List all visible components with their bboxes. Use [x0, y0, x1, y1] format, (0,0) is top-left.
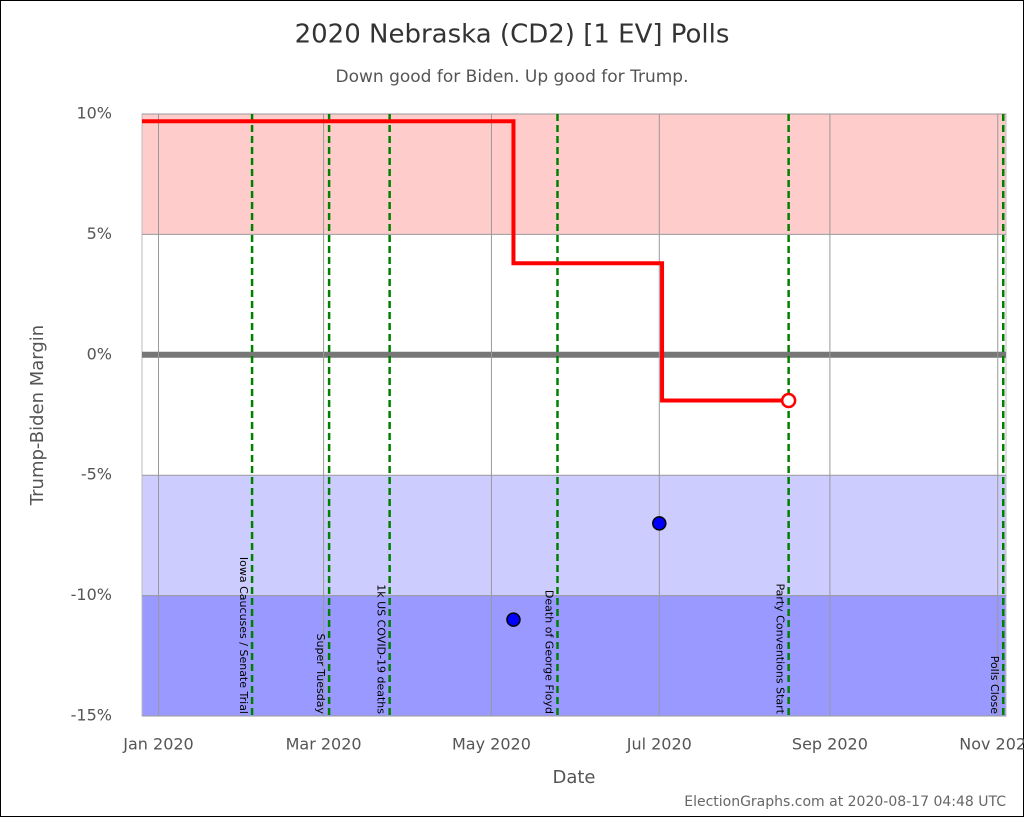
- end-marker: [780, 392, 797, 409]
- y-tick-label: -10%: [71, 585, 112, 604]
- y-tick-label: -5%: [81, 465, 112, 484]
- x-tick-label: Nov 2020: [959, 735, 1024, 754]
- event-label: Iowa Caucuses / Senate Trial: [237, 557, 250, 714]
- y-tick-label: 10%: [76, 104, 112, 123]
- poll-point: [652, 516, 667, 531]
- chart-subtitle: Down good for Biden. Up good for Trump.: [336, 67, 689, 87]
- y-tick-label: 0%: [87, 344, 112, 363]
- footer: ElectionGraphs.com at 2020-08-17 04:48 U…: [684, 794, 1006, 810]
- band: [142, 475, 1006, 596]
- event-label: Polls Close: [988, 656, 1001, 715]
- y-axis-title: Trump-Biden Margin: [27, 325, 48, 506]
- event-label: 1k US COVID-19 deaths: [375, 584, 388, 714]
- event-label: Super Tuesday: [314, 634, 327, 715]
- y-tick-label: -15%: [71, 706, 112, 725]
- poll-point: [506, 612, 521, 627]
- x-tick-label: May 2020: [452, 735, 531, 754]
- x-tick-label: Mar 2020: [286, 735, 362, 754]
- x-tick-label: Jan 2020: [122, 735, 193, 754]
- band: [142, 114, 1006, 235]
- x-axis-title: Date: [552, 767, 595, 788]
- chart-title: 2020 Nebraska (CD2) [1 EV] Polls: [295, 20, 730, 50]
- event-label: Party Conventions Start: [774, 583, 787, 714]
- event-label: Death of George Floyd: [542, 590, 555, 714]
- x-tick-label: Jul 2020: [626, 735, 692, 754]
- step-line: [142, 119, 789, 403]
- band: [142, 595, 1006, 716]
- x-tick-label: Sep 2020: [792, 735, 868, 754]
- y-tick-label: 5%: [87, 224, 112, 243]
